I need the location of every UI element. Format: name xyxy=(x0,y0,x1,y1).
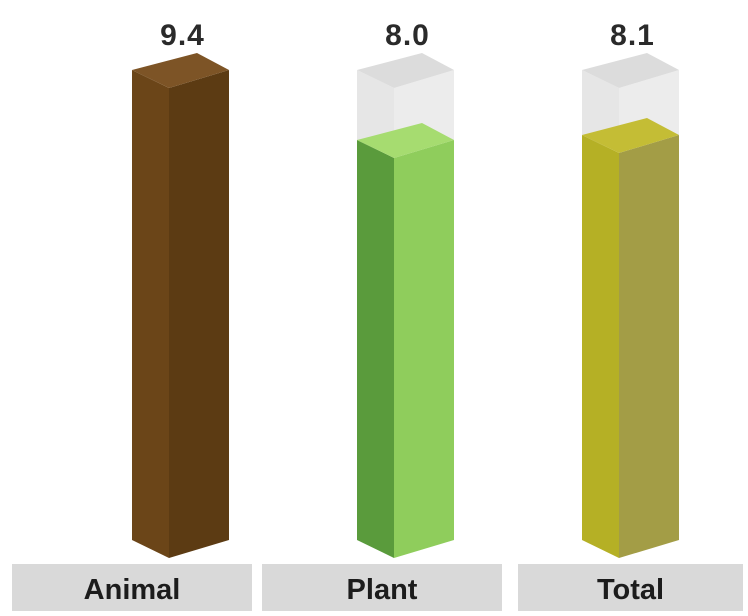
value-label-plant: 8.0 xyxy=(385,19,430,52)
bar-group-plant xyxy=(357,53,454,558)
bar-ghost-total-top xyxy=(582,53,679,88)
category-tab-animal xyxy=(12,564,252,611)
category-label-plant: Plant xyxy=(347,574,418,606)
bar-group-total xyxy=(582,53,679,558)
category-tab-total xyxy=(518,564,743,611)
bar-plant-front xyxy=(357,140,394,558)
value-label-animal: 9.4 xyxy=(160,19,205,52)
value-label-total: 8.1 xyxy=(610,19,655,52)
category-tab-plant xyxy=(262,564,502,611)
bar-group-animal xyxy=(132,53,229,558)
bar-plant-side xyxy=(394,140,454,558)
bar-animal-front xyxy=(132,70,169,558)
bar-animal-side xyxy=(169,70,229,558)
category-label-total: Total xyxy=(597,574,664,606)
bar-total-side xyxy=(619,135,679,558)
bar-ghost-plant-top xyxy=(357,53,454,88)
category-label-animal: Animal xyxy=(84,574,181,606)
bar-animal-top xyxy=(132,53,229,88)
bar-plant-top xyxy=(357,123,454,158)
bar-total-top xyxy=(582,118,679,153)
bar-total-front xyxy=(582,135,619,558)
